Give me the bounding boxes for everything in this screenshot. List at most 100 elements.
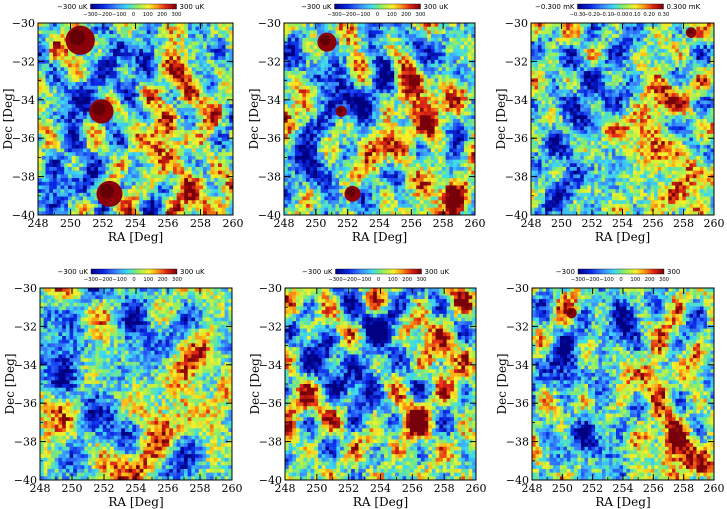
heatmap-cell <box>90 152 95 157</box>
heatmap-cell <box>350 89 355 94</box>
heatmap-cell <box>386 82 392 87</box>
heatmap-cell <box>383 111 388 116</box>
heatmap-cell <box>45 159 50 164</box>
heatmap-cell <box>45 152 50 157</box>
heatmap-cell <box>346 126 351 131</box>
heatmap-cell <box>165 196 170 201</box>
heatmap-cell <box>405 85 410 91</box>
heatmap-cell <box>229 104 233 109</box>
heatmap-cell <box>229 30 233 35</box>
heatmap-cell <box>124 119 129 124</box>
heatmap-cell <box>324 82 329 87</box>
heatmap-cell <box>291 141 296 146</box>
heatmap-cell <box>405 122 410 127</box>
heatmap-cell <box>390 174 395 179</box>
heatmap-cell <box>364 45 370 50</box>
heatmap-cell <box>357 126 362 131</box>
heatmap-cell <box>331 56 337 61</box>
heatmap-cell <box>302 82 307 87</box>
heatmap-cell <box>60 26 65 31</box>
heatmap-cell <box>94 170 99 175</box>
heatmap-cell <box>346 74 351 79</box>
heatmap-cell <box>68 122 73 127</box>
heatmap-cell <box>394 37 399 43</box>
heatmap-cell <box>328 141 333 146</box>
heatmap-cell <box>68 133 73 139</box>
heatmap-cell <box>60 85 65 91</box>
heatmap-cell <box>38 59 43 65</box>
heatmap-cell <box>124 34 129 39</box>
heatmap-cell <box>383 45 388 50</box>
heatmap-cell <box>165 59 170 65</box>
heatmap-cell <box>83 152 88 157</box>
heatmap-cell <box>397 148 403 153</box>
heatmap-cell <box>64 115 69 120</box>
heatmap-cell <box>306 152 311 157</box>
heatmap-cell <box>430 200 436 205</box>
heatmap-cell <box>390 37 395 43</box>
heatmap-cell <box>287 203 292 209</box>
heatmap-cell <box>71 63 77 68</box>
heatmap-cell <box>94 189 99 194</box>
heatmap-cell <box>101 122 107 127</box>
heatmap-cell <box>113 63 118 68</box>
heatmap-cell <box>379 126 384 131</box>
heatmap-cell <box>430 74 436 79</box>
heatmap-cell <box>128 85 133 91</box>
heatmap-cell <box>416 56 421 61</box>
heatmap-cell <box>423 207 428 212</box>
heatmap-cell <box>379 107 384 113</box>
heatmap-cell <box>53 189 58 194</box>
heatmap-cell <box>394 107 399 113</box>
heatmap-cell <box>38 122 43 127</box>
heatmap-cell <box>320 167 325 172</box>
heatmap-cell <box>328 144 333 150</box>
heatmap-cell <box>419 48 425 54</box>
heatmap-cell <box>165 181 170 187</box>
heatmap-cell <box>176 45 182 50</box>
heatmap-cell <box>150 189 155 194</box>
heatmap-cell <box>143 56 148 61</box>
heatmap-cell <box>342 181 348 187</box>
heatmap-cell <box>287 111 292 116</box>
heatmap-cell <box>199 189 204 194</box>
heatmap-cell <box>173 133 178 139</box>
heatmap-cell <box>342 207 348 212</box>
heatmap-cell <box>361 137 366 142</box>
heatmap-cell <box>335 34 340 39</box>
heatmap-cell <box>131 89 137 94</box>
y-tick-label: −32 <box>12 55 35 68</box>
heatmap-cell <box>158 119 163 124</box>
heatmap-cell <box>169 23 174 28</box>
heatmap-cell <box>101 170 107 175</box>
heatmap-cell <box>116 141 122 146</box>
heatmap-cell <box>375 148 381 153</box>
heatmap-cell <box>229 178 233 183</box>
heatmap-cell <box>214 174 219 179</box>
heatmap-cell <box>124 126 129 131</box>
heatmap-cell <box>154 41 159 46</box>
heatmap-cell <box>368 211 373 215</box>
heatmap-cell <box>191 45 197 50</box>
heatmap-cell <box>408 115 414 120</box>
heatmap-cell <box>412 163 417 168</box>
heatmap-cell <box>180 148 185 153</box>
heatmap-cell <box>218 196 223 201</box>
heatmap-cell <box>49 82 54 87</box>
heatmap-cell <box>430 170 436 175</box>
heatmap-cell <box>386 200 392 205</box>
heatmap-cell <box>131 96 137 102</box>
heatmap-cell <box>317 34 322 39</box>
heatmap-cell <box>225 200 230 205</box>
heatmap-cell <box>206 107 212 113</box>
heatmap-cell <box>64 185 69 190</box>
heatmap-cell <box>298 107 303 113</box>
heatmap-cell <box>350 96 355 102</box>
heatmap-cell <box>184 30 189 35</box>
heatmap-cell <box>298 137 303 142</box>
heatmap-cell <box>45 107 50 113</box>
heatmap-cell <box>430 93 436 98</box>
heatmap-cell <box>169 74 174 79</box>
heatmap-cell <box>143 100 148 105</box>
heatmap-cell <box>412 71 417 76</box>
